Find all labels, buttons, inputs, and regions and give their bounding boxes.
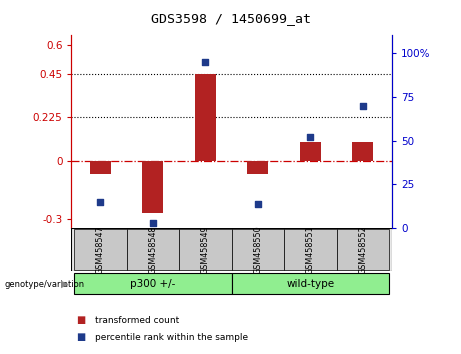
FancyBboxPatch shape [231, 229, 284, 270]
Point [307, 134, 314, 140]
Text: GSM458552: GSM458552 [359, 225, 367, 274]
FancyBboxPatch shape [337, 229, 389, 270]
Point [202, 59, 209, 64]
FancyBboxPatch shape [71, 228, 392, 271]
Point [149, 220, 157, 226]
Text: transformed count: transformed count [95, 316, 180, 325]
Bar [353, 142, 373, 161]
Text: GSM458549: GSM458549 [201, 225, 210, 274]
FancyBboxPatch shape [179, 229, 231, 270]
Text: p300 +/-: p300 +/- [130, 279, 176, 289]
FancyBboxPatch shape [74, 273, 231, 295]
Text: ■: ■ [76, 315, 85, 325]
Text: wild-type: wild-type [286, 279, 335, 289]
Text: ■: ■ [76, 332, 85, 342]
FancyBboxPatch shape [284, 229, 337, 270]
Text: percentile rank within the sample: percentile rank within the sample [95, 332, 248, 342]
Point [254, 201, 261, 207]
Point [97, 199, 104, 205]
Bar [90, 161, 111, 174]
Point [359, 103, 366, 108]
Text: GDS3598 / 1450699_at: GDS3598 / 1450699_at [150, 12, 311, 25]
FancyBboxPatch shape [74, 229, 127, 270]
Text: ▶: ▶ [61, 279, 68, 289]
Bar [300, 142, 321, 161]
Text: GSM458547: GSM458547 [96, 225, 105, 274]
Text: GSM458548: GSM458548 [148, 225, 157, 274]
Text: genotype/variation: genotype/variation [5, 280, 85, 289]
Bar [248, 161, 268, 174]
FancyBboxPatch shape [231, 273, 389, 295]
Bar [142, 161, 163, 213]
Bar [195, 74, 216, 161]
FancyBboxPatch shape [127, 229, 179, 270]
Text: GSM458550: GSM458550 [254, 225, 262, 274]
Text: GSM458551: GSM458551 [306, 225, 315, 274]
